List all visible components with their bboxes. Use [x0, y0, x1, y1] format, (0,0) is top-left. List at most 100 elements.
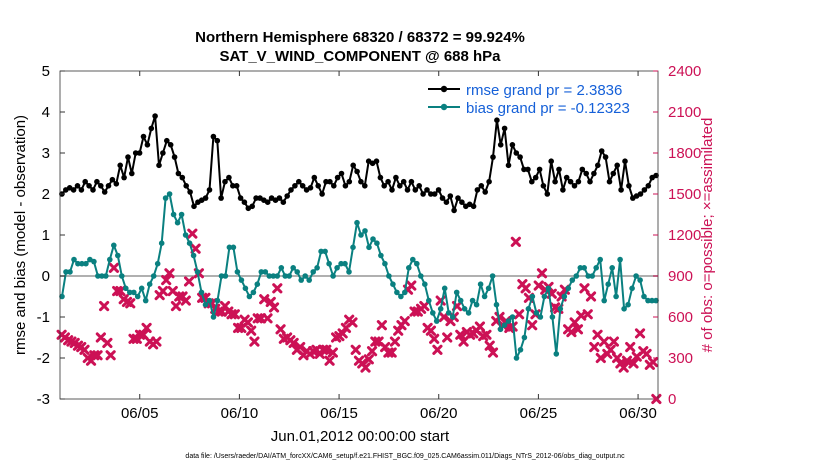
- rmse-series-point: [175, 170, 182, 177]
- obs-assimilated-marker: [219, 300, 231, 312]
- rmse-series-point: [447, 193, 454, 199]
- rmse-series-point: [82, 178, 88, 185]
- rmse-series-point: [78, 187, 85, 193]
- bias-series-point: [449, 314, 456, 320]
- rmse-series-point: [420, 191, 426, 197]
- bias-series-point: [262, 269, 269, 275]
- bias-series-point: [326, 260, 332, 267]
- rmse-series-point: [233, 183, 240, 189]
- bias-series-point: [99, 273, 105, 279]
- obs-assimilated-marker: [474, 321, 486, 332]
- legend-bias-marker: [440, 103, 448, 111]
- bias-series-point: [481, 293, 488, 300]
- bias-series-point: [402, 289, 408, 296]
- rmse-series-point: [540, 183, 547, 189]
- rmse-series-point: [470, 203, 477, 210]
- rmse-series-point: [385, 178, 391, 185]
- bias-series-point: [573, 273, 580, 279]
- rmse-series-point: [218, 195, 224, 201]
- rmse-series-point: [544, 191, 551, 197]
- rmse-series-point: [645, 183, 652, 189]
- rmse-series-point: [241, 199, 248, 205]
- rmse-series-point: [210, 133, 217, 140]
- rmse-series-point: [342, 183, 349, 189]
- obs-assimilated-marker: [618, 362, 629, 373]
- obs-assimilated-marker: [589, 341, 600, 353]
- rmse-series-point: [105, 183, 112, 189]
- obs-assimilated-marker: [141, 322, 152, 334]
- obs-assimilated-marker: [533, 280, 544, 291]
- obs-assimilated-marker: [510, 236, 521, 247]
- bias-series-point: [418, 273, 424, 279]
- bias-series-point: [441, 285, 448, 292]
- bias-series-point: [290, 265, 297, 271]
- x-tick-label: 06/20: [420, 405, 458, 422]
- obs-assimilated-marker: [634, 328, 646, 339]
- bias-series-point: [362, 228, 368, 234]
- obs-assimilated-marker: [376, 320, 387, 331]
- bias-series-point: [194, 269, 201, 275]
- bias-series-point: [79, 260, 85, 267]
- obs-assimilated-marker: [366, 346, 378, 357]
- rmse-series-point: [377, 174, 384, 181]
- bias-series-point: [174, 219, 181, 226]
- rmse-series-point: [529, 178, 535, 185]
- obs-assimilated-marker: [628, 358, 639, 369]
- bias-series-point: [286, 273, 293, 279]
- y-left-tick-label: 1: [42, 227, 50, 244]
- obs-assimilated-marker: [161, 275, 172, 286]
- rmse-series-point: [202, 195, 209, 201]
- bias-series-point: [302, 273, 309, 279]
- obs-assimilated-marker: [429, 333, 440, 344]
- bias-series-point: [214, 297, 221, 304]
- bias-series-point: [378, 252, 384, 259]
- obs-assimilated-marker: [115, 285, 126, 297]
- bias-series-point: [306, 277, 313, 283]
- rmse-series-point: [579, 166, 586, 173]
- obs-assimilated-marker: [99, 300, 110, 312]
- obs-assimilated-marker: [641, 348, 652, 359]
- rmse-series-point: [148, 125, 155, 132]
- rmse-series-point: [136, 150, 143, 156]
- rmse-series-point: [443, 199, 450, 205]
- bias-series-point: [457, 297, 464, 304]
- rmse-series-point: [490, 154, 496, 160]
- rmse-series-point: [338, 170, 345, 177]
- bias-series-point: [123, 285, 129, 292]
- bias-series-point: [142, 297, 149, 304]
- rmse-series-point: [350, 162, 357, 169]
- obs-assimilated-marker: [647, 357, 659, 368]
- bias-series-point: [202, 301, 209, 308]
- bias-series-point: [91, 258, 97, 265]
- bias-series-point: [222, 273, 229, 279]
- rmse-series-point: [264, 199, 271, 205]
- rmse-series-point: [311, 174, 318, 181]
- bias-series-point: [198, 289, 205, 296]
- rmse-series-point: [494, 117, 500, 123]
- bias-series-point: [206, 297, 213, 304]
- obs-assimilated-marker: [324, 355, 335, 366]
- obs-assimilated-marker: [621, 355, 633, 366]
- obs-assimilated-marker: [625, 341, 636, 353]
- bias-series-point: [422, 281, 428, 288]
- bias-series-point: [119, 273, 125, 279]
- rmse-series-point: [598, 148, 605, 154]
- obs-assimilated-marker: [605, 344, 616, 355]
- rmse-series-point: [164, 137, 170, 144]
- rmse-series-point: [323, 178, 329, 185]
- rmse-series-point: [183, 183, 189, 189]
- bias-series-point: [370, 236, 376, 242]
- bias-series-point: [410, 256, 416, 263]
- rmse-series-point: [280, 199, 287, 205]
- rmse-series-point: [622, 158, 628, 164]
- bias-series-point: [234, 269, 241, 275]
- bias-series-point: [186, 240, 193, 246]
- bias-series-point: [617, 256, 623, 263]
- rmse-series-point: [560, 187, 566, 193]
- bias-series-point: [63, 269, 69, 275]
- obs-assimilated-marker: [360, 362, 371, 373]
- rmse-series-point: [583, 170, 589, 177]
- bias-series-point: [358, 232, 364, 238]
- bias-series-point: [414, 260, 420, 267]
- bias-series-point: [134, 293, 141, 300]
